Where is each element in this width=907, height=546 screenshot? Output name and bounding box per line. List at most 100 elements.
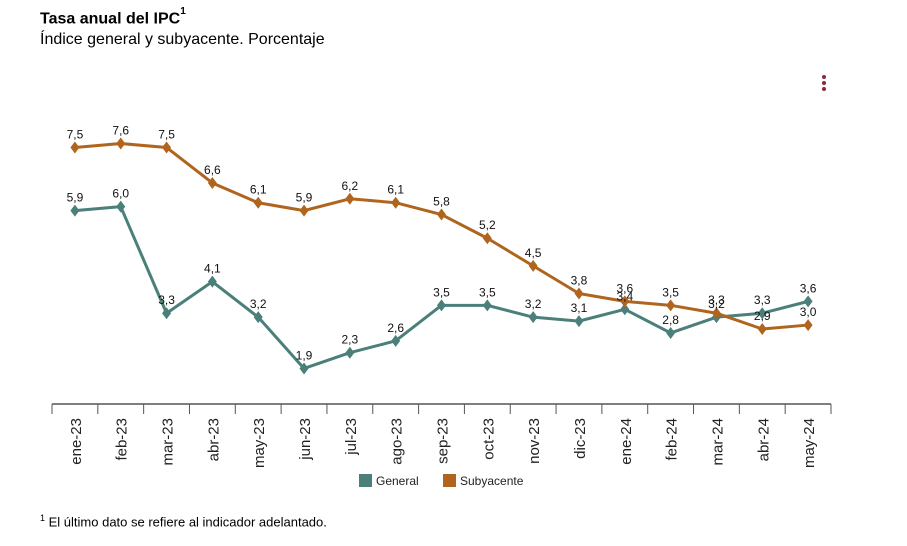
data-label: 5,8 bbox=[433, 195, 450, 209]
legend-swatch bbox=[443, 474, 456, 487]
data-label: 3,3 bbox=[708, 293, 725, 307]
x-tick-label: jun-23 bbox=[297, 418, 314, 461]
data-point[interactable] bbox=[345, 192, 355, 205]
data-point[interactable] bbox=[620, 303, 630, 316]
data-point[interactable] bbox=[253, 311, 263, 324]
data-point[interactable] bbox=[391, 196, 401, 209]
data-point[interactable] bbox=[116, 200, 126, 213]
data-label: 1,9 bbox=[296, 348, 313, 362]
legend-swatch bbox=[359, 474, 372, 487]
x-axis: ene-23 feb-23 mar-23 abr-23 may-23 jun-23 jul-… bbox=[51, 403, 832, 468]
data-label: 3,5 bbox=[662, 285, 679, 299]
legend-item-general[interactable]: General bbox=[359, 474, 419, 488]
x-tick-label: may-24 bbox=[801, 418, 818, 468]
data-point[interactable] bbox=[482, 232, 492, 245]
chart-title: Tasa anual del IPC1 bbox=[40, 6, 186, 28]
data-point[interactable] bbox=[345, 346, 355, 359]
data-label: 3,6 bbox=[616, 281, 633, 295]
data-label: 3,2 bbox=[525, 297, 542, 311]
data-label: 7,6 bbox=[112, 124, 129, 138]
data-label: 3,2 bbox=[250, 297, 267, 311]
data-label: 3,6 bbox=[800, 281, 817, 295]
x-tick-label: dic-23 bbox=[572, 418, 589, 459]
data-point[interactable] bbox=[482, 299, 492, 312]
series-subyacente bbox=[70, 137, 813, 336]
data-point[interactable] bbox=[757, 307, 767, 320]
data-point[interactable] bbox=[207, 176, 217, 189]
data-label: 3,4 bbox=[616, 289, 633, 303]
data-label: 2,3 bbox=[342, 333, 359, 347]
chart-title-text: Tasa anual del IPC bbox=[40, 10, 181, 28]
x-tick-label: may-23 bbox=[251, 418, 268, 468]
data-point[interactable] bbox=[391, 334, 401, 347]
footnote-text: El último dato se refiere al indicador a… bbox=[48, 514, 327, 530]
data-label: 3,2 bbox=[708, 297, 725, 311]
legend-item-subyacente[interactable]: Subyacente bbox=[443, 474, 524, 488]
data-label: 6,2 bbox=[342, 179, 359, 193]
data-label: 3,5 bbox=[433, 285, 450, 299]
data-label: 6,1 bbox=[250, 183, 267, 197]
data-point[interactable] bbox=[70, 204, 80, 217]
x-tick-label: ene-24 bbox=[618, 418, 635, 465]
data-point[interactable] bbox=[574, 287, 584, 300]
data-labels: 5,9 6,0 3,3 4,1 3,2 1,9 2,3 2,6 3,5 3,5 3,2 3,1 3,4 2… bbox=[67, 124, 817, 363]
data-point[interactable] bbox=[299, 204, 309, 217]
legend-label: General bbox=[376, 474, 419, 488]
series-general bbox=[70, 200, 813, 375]
data-label: 3,0 bbox=[800, 305, 817, 319]
x-tick-label: mar-23 bbox=[160, 418, 177, 466]
data-point[interactable] bbox=[116, 137, 126, 150]
data-label: 4,1 bbox=[204, 262, 221, 276]
kebab-menu-icon[interactable] bbox=[816, 74, 832, 94]
data-label: 3,3 bbox=[754, 293, 771, 307]
data-point[interactable] bbox=[803, 319, 813, 332]
data-point[interactable] bbox=[437, 208, 446, 221]
data-point[interactable] bbox=[70, 141, 80, 154]
data-label: 3,5 bbox=[479, 285, 496, 299]
footnote: 1 El último dato se refiere al indicador… bbox=[40, 513, 327, 529]
data-label: 2,9 bbox=[754, 309, 771, 323]
data-point[interactable] bbox=[757, 323, 767, 336]
data-label: 2,6 bbox=[387, 321, 404, 335]
legend[interactable]: General Subyacente bbox=[359, 474, 524, 488]
data-point[interactable] bbox=[803, 295, 813, 308]
x-tick-label: ene-23 bbox=[68, 418, 85, 465]
x-tick-label: sep-23 bbox=[435, 418, 452, 464]
data-label: 6,1 bbox=[387, 183, 404, 197]
data-label: 7,5 bbox=[67, 127, 84, 141]
x-tick-label: oct-23 bbox=[480, 418, 497, 460]
x-tick-label: jul-23 bbox=[343, 418, 360, 456]
chart-subtitle: Índice general y subyacente. Porcentaje bbox=[40, 31, 325, 48]
data-label: 6,6 bbox=[204, 163, 221, 177]
data-point[interactable] bbox=[528, 259, 538, 272]
data-point[interactable] bbox=[162, 307, 172, 320]
data-point[interactable] bbox=[711, 307, 721, 320]
x-tick-label: mar-24 bbox=[709, 418, 726, 466]
data-label: 7,5 bbox=[158, 127, 175, 141]
data-point[interactable] bbox=[299, 362, 309, 375]
data-label: 3,8 bbox=[571, 273, 588, 287]
data-label: 4,5 bbox=[525, 246, 542, 260]
series-layer bbox=[70, 137, 813, 375]
data-point[interactable] bbox=[620, 295, 630, 308]
data-label: 3,1 bbox=[571, 301, 588, 315]
data-point[interactable] bbox=[574, 315, 584, 328]
data-point[interactable] bbox=[666, 299, 676, 312]
data-point[interactable] bbox=[207, 275, 217, 288]
data-label: 2,8 bbox=[662, 313, 679, 327]
data-point[interactable] bbox=[666, 326, 676, 339]
legend-label: Subyacente bbox=[460, 474, 524, 488]
data-label: 5,9 bbox=[67, 191, 84, 205]
x-tick-label: abr-24 bbox=[755, 418, 772, 461]
x-tick-label: nov-23 bbox=[526, 418, 543, 464]
data-label: 5,2 bbox=[479, 218, 496, 232]
data-point[interactable] bbox=[437, 299, 446, 312]
data-point[interactable] bbox=[162, 141, 172, 154]
data-point[interactable] bbox=[253, 196, 263, 209]
x-tick-label: feb-24 bbox=[664, 418, 681, 461]
x-tick-label: feb-23 bbox=[114, 418, 131, 461]
data-point[interactable] bbox=[528, 311, 538, 324]
data-label: 6,0 bbox=[112, 187, 129, 201]
x-tick-label: ago-23 bbox=[389, 418, 406, 465]
